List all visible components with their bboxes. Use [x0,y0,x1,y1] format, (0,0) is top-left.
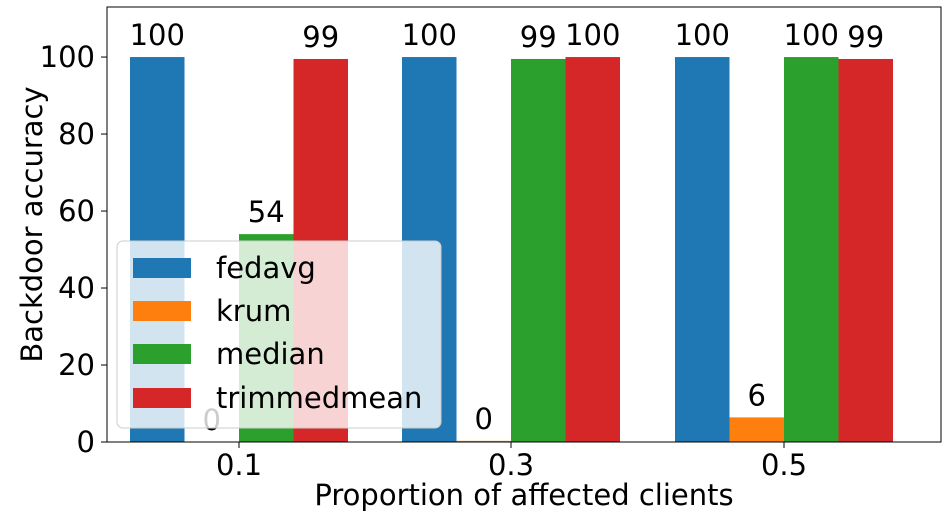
legend-box [116,240,442,429]
y-axis-label: Backdoor accuracy [15,86,49,362]
y-tick-label-80: 80 [58,117,95,151]
value-label-median-0.3: 99 [520,20,557,54]
value-label-median-0.1: 54 [248,195,285,229]
y-tick-label-60: 60 [58,194,95,228]
legend: fedavg krum median trimmedmean [116,240,442,429]
y-tick-label-20: 20 [58,348,95,382]
plot-frame [106,6,942,443]
bar-krum-0.3 [456,440,511,442]
x-tick-label-0.3: 0.3 [488,448,534,482]
legend-label-median: median [216,337,325,371]
legend-label-krum: krum [216,294,291,328]
y-tick-label-40: 40 [58,271,95,305]
bar-fedavg-0.5 [675,57,730,442]
legend-swatch-median [133,344,191,364]
legend-swatch-krum [133,301,191,321]
bar-krum-0.5 [729,417,784,442]
legend-swatch-fedavg [133,258,191,278]
value-label-trimmedmean-0.5: 99 [847,20,884,54]
value-label-trimmedmean-0.1: 99 [302,20,339,54]
value-label-krum-0.5: 6 [748,378,766,412]
x-tick-label-0.1: 0.1 [216,448,262,482]
value-label-fedavg-0.3: 100 [402,18,457,52]
value-label-fedavg-0.1: 100 [130,18,185,52]
y-tick-label-100: 100 [40,40,95,74]
legend-label-trimmedmean: trimmedmean [216,381,422,415]
x-axis: 0.1 0.3 0.5 [216,442,807,482]
bar-median-0.3 [511,58,566,442]
legend-label-fedavg: fedavg [216,251,316,285]
y-axis: 0 20 40 60 80 100 [40,40,107,459]
bar-trimmedmean-0.3 [565,57,620,442]
legend-swatch-trimmedmean [133,388,191,408]
x-tick-label-0.5: 0.5 [761,448,807,482]
y-tick-label-0: 0 [77,425,95,459]
x-axis-label: Proportion of affected clients [314,478,733,512]
value-label-fedavg-0.5: 100 [675,18,730,52]
value-label-median-0.5: 100 [784,18,839,52]
bar-trimmedmean-0.5 [838,58,893,442]
value-label-krum-0.3: 0 [475,402,493,436]
value-label-trimmedmean-0.3: 100 [565,18,620,52]
bar-median-0.5 [784,57,839,442]
